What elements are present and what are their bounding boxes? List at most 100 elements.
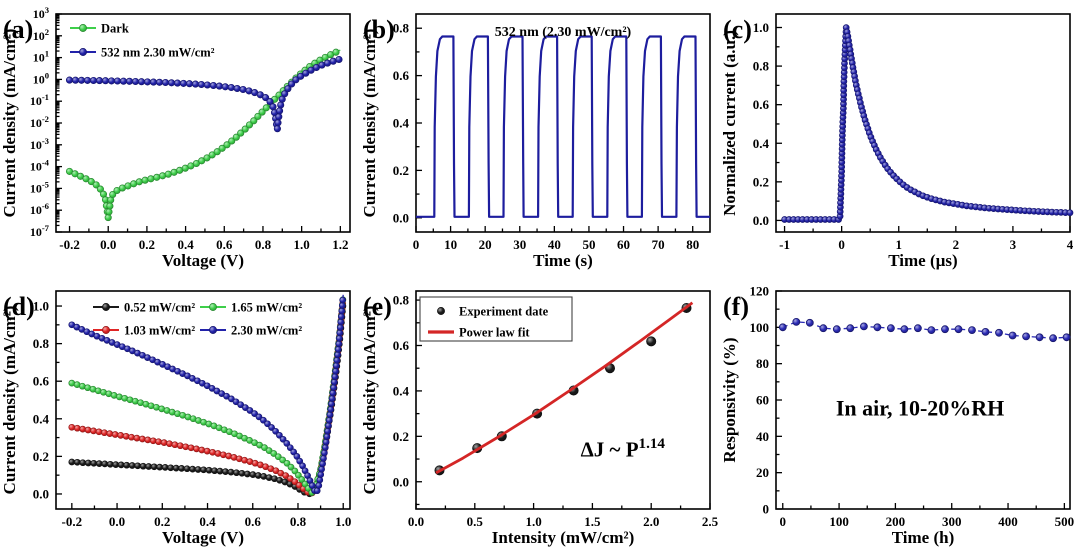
y-tick-label: 0.8 [33, 336, 50, 351]
panel-a: -0.2 0.0 0.2 0.4 0.6 0.8 1.0 1.2 10-7 10-6 10-5 10-… [0, 0, 360, 277]
x-tick-label: 1.5 [584, 514, 601, 529]
x-tick-label: 0.8 [290, 514, 307, 529]
panel-label: (c) [723, 15, 752, 44]
y-axis-label: Current density (mA/cm²) [0, 29, 19, 218]
x-tick-label: 0 [413, 237, 420, 252]
x-tick-label: 2.5 [702, 514, 719, 529]
x-tick-label: 0 [780, 514, 787, 529]
legend-label: 0.52 mW/cm² [124, 301, 195, 315]
annotation: ΔJ ~ P1.14 [581, 436, 666, 462]
y-tick-label: 0.2 [393, 429, 409, 444]
x-tick-label: 0.8 [255, 237, 272, 252]
legend-label: 2.30 mW/cm² [231, 324, 302, 338]
y-tick-label: 0.6 [393, 338, 410, 353]
y-tick-label: 0.6 [33, 374, 50, 389]
y-tick-label: 0.4 [393, 116, 410, 131]
y-tick-label: 10-2 [30, 114, 49, 130]
legend-label: Experiment date [459, 305, 549, 319]
panel-label: (f) [723, 292, 749, 321]
panel-label: (d) [3, 292, 35, 321]
series-Dark [65, 48, 341, 222]
x-tick-label: -0.2 [62, 514, 83, 529]
legend: Experiment date Power law fit [419, 296, 573, 342]
x-tick-label: 1.0 [525, 514, 541, 529]
x-tick-label: 1 [895, 237, 902, 252]
y-tick-label: 0.2 [753, 174, 769, 189]
legend-label: 532 nm 2.30 mW/cm² [101, 46, 215, 60]
y-tick-label: 0.8 [753, 59, 770, 74]
y-tick-label: 0.0 [33, 486, 49, 501]
y-tick-label: 0.6 [393, 68, 410, 83]
y-tick-label: 10-6 [30, 201, 50, 217]
y-tick-label: 10-1 [30, 92, 49, 108]
x-tick-label: 30 [513, 237, 526, 252]
panel-label: (b) [363, 15, 395, 44]
y-tick-label: 100 [33, 70, 49, 86]
y-tick-label: 103 [33, 5, 50, 21]
y-tick-label: 0.4 [753, 136, 770, 151]
x-tick-label: 0.6 [245, 514, 262, 529]
y-axis-label: Current density (mA/cm²) [0, 306, 19, 495]
x-tick-label: 0.2 [154, 514, 170, 529]
x-tick-label: 2.0 [643, 514, 659, 529]
y-tick-label: 101 [33, 49, 49, 65]
y-tick-label: 1.0 [33, 299, 49, 314]
y-axis-label: Normalized current (a.u.) [720, 30, 739, 216]
y-tick-label: 80 [756, 356, 769, 371]
x-tick-label: 500 [1055, 514, 1075, 529]
plot-frame [775, 13, 1071, 233]
axis-ticks [776, 290, 1066, 510]
y-axis-label: Responsivity (%) [720, 337, 739, 462]
x-tick-label: 300 [942, 514, 962, 529]
y-tick-label: 0.0 [753, 213, 769, 228]
y-tick-label: 10-7 [30, 223, 50, 239]
x-tick-label: 0.4 [177, 237, 194, 252]
y-tick-label: 0.8 [393, 293, 410, 308]
x-tick-label: 0.2 [139, 237, 155, 252]
x-tick-label: 100 [829, 514, 849, 529]
x-tick-label: 200 [886, 514, 906, 529]
legend-label: Power law fit [459, 326, 530, 340]
panel-e: 0.0 0.5 1.0 1.5 2.0 2.5 0.0 0.2 0.4 0.6 0.8 Intensi… [360, 277, 720, 554]
x-axis-label: Voltage (V) [162, 528, 244, 547]
x-tick-label: 3 [1010, 237, 1017, 252]
legend: Dark 532 nm 2.30 mW/cm² [70, 22, 215, 60]
x-tick-label: 0.6 [216, 237, 233, 252]
legend-label: 1.65 mW/cm² [231, 301, 302, 315]
axis-ticks [56, 305, 344, 509]
y-tick-label: 102 [33, 27, 49, 43]
y-tick-label: 0.6 [753, 97, 770, 112]
series-stability [778, 318, 1071, 343]
x-tick-label: 10 [444, 237, 457, 252]
x-tick-label: 4 [1067, 237, 1074, 252]
x-tick-label: 0.0 [109, 514, 125, 529]
x-tick-label: 60 [617, 237, 630, 252]
panel-e-chart: 0.0 0.5 1.0 1.5 2.0 2.5 0.0 0.2 0.4 0.6 0.8 Intensi… [360, 290, 719, 547]
y-tick-label: 120 [750, 284, 770, 299]
y-axis-label: Current density (mA/cm²) [360, 29, 379, 218]
y-tick-label: 60 [756, 393, 769, 408]
x-tick-label: 1.2 [332, 237, 348, 252]
x-tick-label: 0 [838, 237, 845, 252]
panel-d-chart: -0.2 0.0 0.2 0.4 0.6 0.8 1.0 0.0 0.2 0.4 0.6 0.8 1.0… [0, 290, 351, 547]
y-tick-label: 100 [750, 320, 770, 335]
x-tick-label: -1 [779, 237, 790, 252]
y-axis-label: Current density (mA/cm²) [360, 306, 379, 495]
x-axis-label: Voltage (V) [162, 251, 244, 270]
legend-label: Dark [101, 22, 129, 36]
x-tick-label: 80 [686, 237, 699, 252]
x-axis-label: Time (h) [892, 528, 955, 547]
y-tick-label: 0.8 [393, 21, 410, 36]
panel-label: (e) [363, 292, 392, 321]
legend: 0.52 mW/cm² 1.65 mW/cm² 1.03 mW/cm² 2.30 mW… [93, 301, 302, 338]
y-tick-label: 0.0 [393, 474, 409, 489]
x-tick-label: 1.0 [335, 514, 351, 529]
x-tick-label: 70 [652, 237, 665, 252]
x-axis-label: Intensity (mW/cm²) [492, 528, 635, 547]
y-tick-label: 0.0 [393, 210, 409, 225]
x-tick-label: 2 [953, 237, 960, 252]
x-tick-label: 0.5 [467, 514, 484, 529]
panel-c-chart: -1 0 1 2 3 4 0.0 0.2 0.4 0.6 0.8 1.0 Time (µs) Normal… [720, 13, 1074, 270]
x-tick-label: 0.4 [199, 514, 216, 529]
